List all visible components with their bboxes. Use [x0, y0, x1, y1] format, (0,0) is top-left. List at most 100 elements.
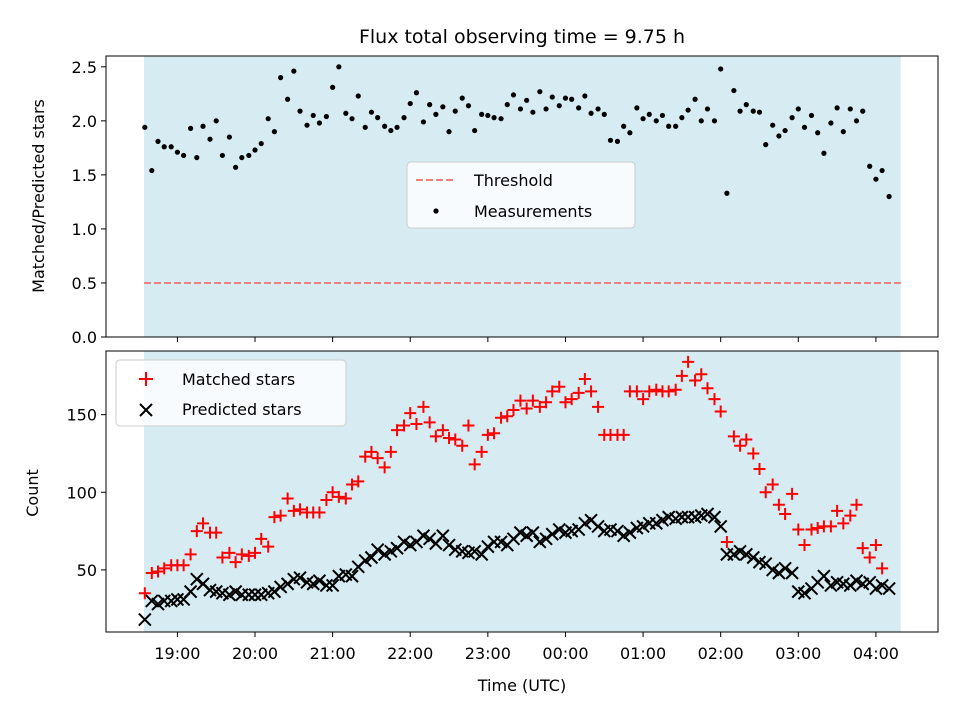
matched-star-point [268, 511, 281, 524]
matched-star-point [559, 396, 572, 409]
measurement-point [737, 108, 743, 114]
measurement-point [452, 108, 458, 114]
measurement-point [368, 109, 375, 115]
matched-star-point [533, 400, 546, 413]
predicted-star-point [273, 580, 288, 594]
measurement-point [382, 123, 388, 129]
predicted-star-point [843, 578, 858, 593]
chart-title: Flux total observing time = 9.75 h [359, 26, 685, 48]
measurement-point [607, 137, 614, 143]
matched-star-point [475, 445, 488, 458]
matched-star-point [398, 419, 411, 432]
measurement-point [413, 90, 420, 96]
measurement-point [388, 127, 394, 134]
predicted-star-point [312, 574, 327, 588]
predicted-star-point [138, 612, 152, 627]
measurement-point [420, 119, 427, 125]
measurement-point [524, 97, 530, 103]
legend: Matched stars Predicted stars [115, 359, 347, 427]
y-tick-label: 0.0 [72, 328, 97, 347]
predicted-star-point [481, 539, 495, 554]
matched-star-point [449, 433, 462, 446]
measurement-point [174, 149, 181, 155]
matched-star-point [526, 394, 539, 407]
measurement-point [485, 112, 491, 119]
predicted-star-point [797, 586, 812, 600]
measurement-point [459, 95, 465, 101]
predicted-star-point [364, 550, 379, 565]
measurement-point [181, 152, 187, 159]
measurement-point [207, 136, 213, 142]
measurement-point [537, 89, 543, 95]
measurement-point [375, 115, 381, 121]
measurement-point [355, 93, 361, 99]
measurement-point [634, 105, 640, 111]
measurement-point [161, 144, 167, 150]
measurement-point [213, 118, 219, 124]
matched-star-point [404, 407, 417, 420]
matched-star-point [520, 402, 533, 415]
matched-star-point [850, 498, 863, 511]
matched-star-point [669, 383, 682, 396]
matched-star-point [190, 525, 203, 538]
matched-star-point [844, 509, 857, 522]
measurement-point [569, 96, 575, 102]
predicted-star-point [242, 588, 256, 602]
measurement-point [743, 102, 749, 108]
y-axis-ticks: 50 100 150 [66, 406, 106, 580]
matched-star-point [753, 462, 766, 475]
matched-star-point [371, 452, 384, 465]
predicted-star-point [293, 570, 307, 585]
measurement-point [756, 109, 763, 115]
measurement-point [310, 112, 316, 119]
measurement-point [401, 115, 407, 121]
measurement-point [627, 130, 633, 136]
predicted-star-point [882, 581, 896, 596]
predicted-star-point [280, 577, 295, 591]
matched-star-point [223, 546, 236, 559]
matched-star-point [294, 503, 307, 516]
measurement-point [246, 152, 252, 159]
matched-star-point [346, 478, 359, 491]
measurement-point [440, 104, 446, 110]
matched-star-point [759, 486, 772, 499]
measurement-point [576, 105, 582, 111]
matched-star-point [720, 535, 733, 548]
ratio-panel: 0.0 0.5 1.0 1.5 2.0 2.5 Matched/Predicted sta… [29, 55, 939, 347]
measurement-point [304, 122, 310, 128]
measurement-point [659, 112, 666, 119]
measurement-point [187, 125, 194, 132]
matched-star-point [197, 517, 210, 530]
measurement-point [731, 87, 737, 94]
matched-star-point [488, 427, 501, 440]
measurement-point [614, 138, 621, 144]
legend-predicted-marker [139, 403, 153, 417]
matched-star-point [384, 445, 397, 458]
matched-star-point [262, 540, 275, 553]
measurement-point [491, 115, 497, 121]
predicted-star-point [623, 525, 637, 540]
matched-star-point [255, 532, 268, 545]
matched-star-point [184, 548, 197, 561]
matched-star-point [443, 431, 456, 444]
x-axis-ticks: 19:00 20:00 21:00 22:00 23:00 00:00 01:00 02:00… [154, 632, 899, 663]
measurement-point [853, 118, 860, 124]
measurement-point [770, 122, 776, 128]
measurement-point [200, 123, 206, 129]
matched-star-point [650, 383, 663, 396]
matched-star-point [565, 393, 578, 406]
predicted-star-point [713, 519, 728, 534]
matched-star-point [695, 368, 708, 381]
matched-star-point [546, 385, 559, 398]
matched-star-point [359, 450, 372, 463]
predicted-star-point [591, 519, 605, 534]
predicted-star-point [170, 592, 185, 607]
measurement-point [168, 144, 174, 150]
matched-star-point [811, 521, 824, 534]
measurement-point [718, 66, 724, 72]
measurement-point [867, 163, 873, 169]
matched-star-point [326, 486, 339, 499]
measurement-point [510, 92, 517, 98]
measurement-point [588, 110, 594, 116]
matched-stars-series [138, 355, 889, 600]
